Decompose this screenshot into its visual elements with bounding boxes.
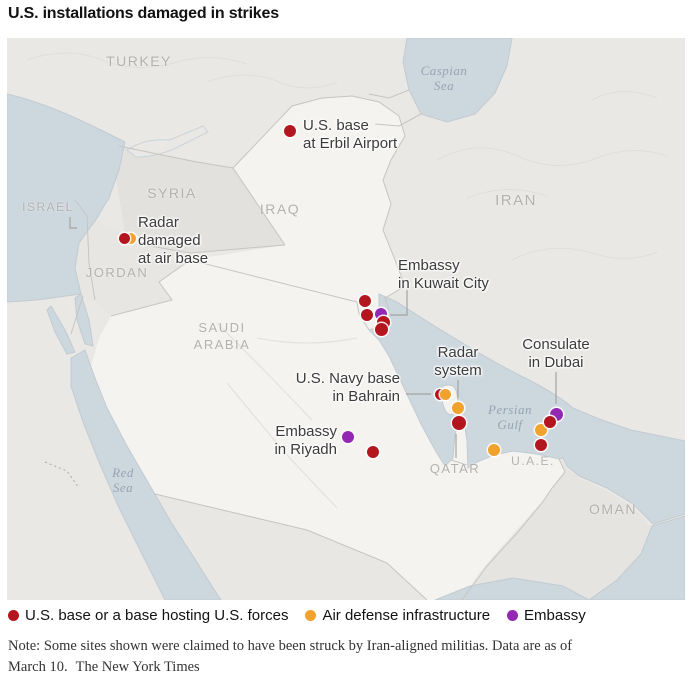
map-annotation: Embassy in Kuwait City bbox=[398, 257, 489, 292]
country-label: U.A.E. bbox=[511, 454, 555, 468]
map-annotation: Radar system bbox=[434, 344, 482, 379]
yemen-region bbox=[155, 494, 427, 600]
country-label: JORDAN bbox=[85, 265, 149, 280]
map-marker-red bbox=[361, 309, 373, 321]
legend-item: U.S. base or a base hosting U.S. forces bbox=[8, 607, 288, 624]
country-borders bbox=[70, 89, 566, 600]
red-sea bbox=[70, 349, 222, 600]
terrain-lines bbox=[26, 52, 668, 261]
map-marker-orange bbox=[439, 388, 451, 400]
mediterranean-sea bbox=[7, 93, 126, 303]
map-marker-purple bbox=[342, 431, 354, 443]
country-label: SAUDI ARABIA bbox=[193, 320, 251, 352]
map-marker-red bbox=[284, 125, 296, 137]
basemap-svg bbox=[7, 38, 685, 600]
footnote-line2: March 10. The New York Times bbox=[8, 657, 680, 676]
leader-line bbox=[69, 217, 77, 229]
map-marker-red bbox=[367, 446, 379, 458]
sea-label: Red Sea bbox=[112, 465, 134, 495]
map-annotation: U.S. base at Erbil Airport bbox=[303, 117, 398, 152]
map-overlay: TURKEY SYRIA ISRAEL IRAQ IRAN JORDAN SAUDI ARA… bbox=[7, 38, 685, 600]
country-label: ISRAEL bbox=[22, 200, 74, 214]
map-marker-orange bbox=[488, 444, 500, 456]
road-lines bbox=[216, 322, 358, 509]
legend-item: Embassy bbox=[507, 607, 586, 624]
syria-region bbox=[115, 146, 285, 253]
caspian-sea bbox=[402, 38, 513, 123]
leader-lines bbox=[69, 217, 557, 458]
gulf-of-suez bbox=[46, 305, 76, 355]
sea-label: Persian Gulf bbox=[488, 402, 532, 432]
map-marker-orange bbox=[535, 424, 547, 436]
map-annotation: U.S. Navy base in Bahrain bbox=[295, 370, 400, 405]
map-marker-red bbox=[374, 322, 388, 336]
legend-dot-red bbox=[8, 610, 19, 621]
persian-gulf bbox=[368, 293, 685, 525]
map-marker-orange bbox=[452, 402, 464, 414]
leader-line bbox=[390, 290, 408, 316]
map-marker-red bbox=[359, 295, 371, 307]
footnote-date: March 10. bbox=[8, 659, 68, 675]
iraq-region bbox=[190, 96, 405, 302]
country-label: IRAN bbox=[495, 192, 537, 209]
arabian-sea bbox=[588, 515, 685, 600]
oman-region bbox=[462, 456, 652, 600]
country-label: IRAQ bbox=[259, 201, 301, 217]
legend-dot-orange bbox=[305, 610, 317, 621]
legend-dot-purple bbox=[507, 610, 519, 621]
footnote: Note: Some sites shown were claimed to h… bbox=[8, 636, 680, 676]
map-marker-orange bbox=[124, 232, 136, 244]
map-marker-red bbox=[544, 416, 556, 428]
gulf-of-aden-strip bbox=[434, 577, 590, 600]
page-title: U.S. installations damaged in strikes bbox=[8, 5, 279, 22]
legend-label: Embassy bbox=[524, 607, 586, 624]
legend-item: Air defense infrastructure bbox=[305, 607, 490, 624]
map-marker-red bbox=[118, 232, 130, 244]
country-label: OMAN bbox=[589, 501, 637, 517]
country-label: SYRIA bbox=[147, 185, 197, 201]
map-marker-red bbox=[452, 416, 466, 430]
cyprus-island bbox=[126, 125, 209, 158]
country-label: TURKEY bbox=[106, 53, 172, 69]
source-credit: The New York Times bbox=[75, 659, 200, 675]
map-annotation: Consulate in Dubai bbox=[522, 336, 590, 371]
country-label: QATAR bbox=[429, 461, 481, 476]
footnote-line1: Note: Some sites shown were claimed to h… bbox=[8, 638, 573, 654]
sea-label: Caspian Sea bbox=[420, 63, 468, 93]
legend-label: Air defense infrastructure bbox=[322, 607, 491, 624]
legend: U.S. base or a base hosting U.S. forces A… bbox=[8, 607, 688, 624]
jordan-region bbox=[87, 216, 190, 316]
map-marker-red bbox=[535, 439, 547, 451]
map-annotation: Embassy in Riyadh bbox=[274, 423, 337, 458]
legend-label: U.S. base or a base hosting U.S. forces bbox=[25, 607, 289, 624]
map-annotation: Radar damaged at air base bbox=[138, 214, 209, 267]
sea-shapes bbox=[7, 38, 685, 600]
middle-east-map: TURKEY SYRIA ISRAEL IRAQ IRAN JORDAN SAUDI ARA… bbox=[7, 38, 685, 600]
